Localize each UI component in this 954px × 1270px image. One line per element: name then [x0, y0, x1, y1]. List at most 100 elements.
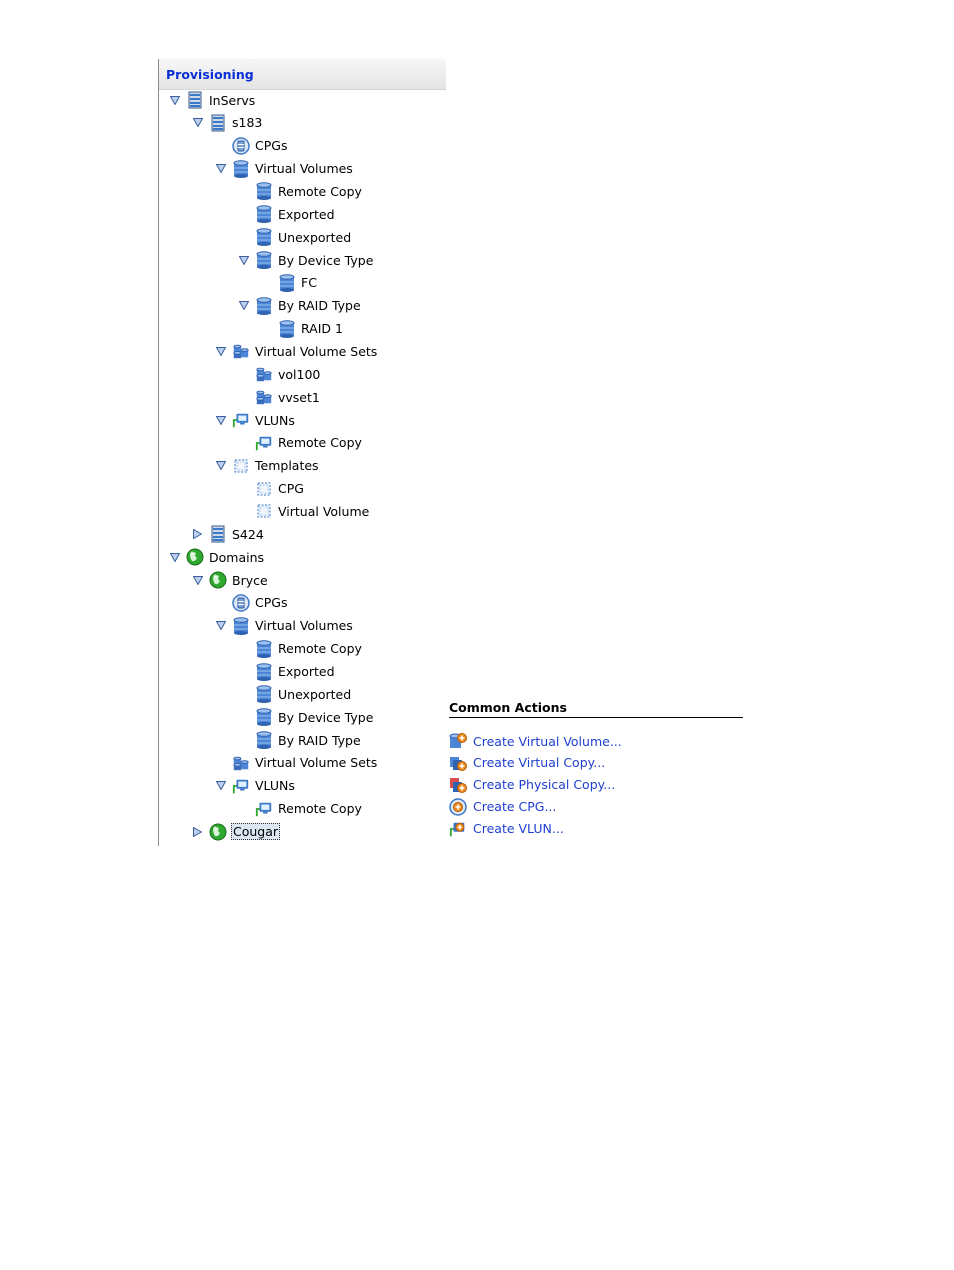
- tree-item-s183[interactable]: s183: [192, 112, 263, 134]
- expanded-triangle-icon[interactable]: [215, 460, 226, 471]
- expander-spacer: [238, 712, 249, 723]
- tree-item-remote-copy[interactable]: Remote Copy: [238, 798, 363, 820]
- tree-item-cpgs[interactable]: CPGs: [215, 135, 288, 157]
- vlun-icon: [232, 411, 250, 429]
- create-vlun-icon: [449, 820, 467, 838]
- tree-item-label: CPGs: [255, 138, 288, 154]
- action-link[interactable]: Create Virtual Volume...: [473, 733, 622, 749]
- expanded-triangle-icon[interactable]: [192, 575, 203, 586]
- expanded-triangle-icon[interactable]: [215, 346, 226, 357]
- tree-item-raid-1[interactable]: RAID 1: [261, 318, 344, 340]
- tree-item-vvset1[interactable]: vvset1: [238, 386, 321, 408]
- action-link[interactable]: Create Physical Copy...: [473, 777, 616, 793]
- domain-icon: [209, 823, 227, 841]
- action-create-virtual-volume[interactable]: Create Virtual Volume...: [449, 731, 623, 751]
- volume-icon: [255, 205, 273, 224]
- tree-item-label: VLUNs: [255, 412, 295, 428]
- tree-item-remote-copy[interactable]: Remote Copy: [238, 638, 363, 660]
- collapsed-triangle-icon[interactable]: [192, 529, 203, 540]
- expander-spacer: [238, 506, 249, 517]
- expander-spacer: [238, 437, 249, 448]
- tree-item-label: Exported: [278, 664, 335, 679]
- volume-icon: [255, 685, 273, 704]
- expanded-triangle-icon[interactable]: [238, 300, 249, 311]
- expander-spacer: [238, 735, 249, 746]
- volume-icon: [255, 297, 273, 315]
- tree-item-label: VLUNs: [255, 778, 295, 794]
- tree-item-label: FC: [301, 275, 317, 291]
- tree-item-exported[interactable]: Exported: [238, 203, 336, 225]
- expander-spacer: [215, 597, 226, 608]
- tree-item-cpg[interactable]: CPG: [238, 478, 305, 500]
- tree-item-virtual-volumes[interactable]: Virtual Volumes: [215, 158, 354, 180]
- vlun-icon: [255, 434, 273, 452]
- tree-item-virtual-volume-sets[interactable]: Virtual Volume Sets: [215, 752, 378, 774]
- tree-item-label: By RAID Type: [278, 732, 361, 748]
- tree-item-label: Unexported: [278, 229, 352, 245]
- volume-icon: [255, 182, 273, 201]
- tree-item-by-device-type[interactable]: By Device Type: [238, 249, 374, 271]
- tree-item-inservs[interactable]: InServs: [169, 89, 256, 111]
- expanded-triangle-icon[interactable]: [215, 163, 226, 174]
- tree-item-cougar[interactable]: Cougar: [192, 821, 281, 843]
- tree-item-label: Virtual Volumes: [255, 161, 353, 177]
- action-create-virtual-copy[interactable]: Create Virtual Copy...: [449, 753, 606, 773]
- tree-item-unexported[interactable]: Unexported: [238, 226, 352, 248]
- tree-item-label: Remote Copy: [278, 641, 362, 657]
- expander-spacer: [238, 186, 249, 197]
- action-create-vlun[interactable]: Create VLUN...: [449, 819, 565, 839]
- vlun-icon: [255, 800, 273, 818]
- expanded-triangle-icon[interactable]: [215, 415, 226, 426]
- tree-item-vluns[interactable]: VLUNs: [215, 409, 296, 431]
- tree-item-vluns[interactable]: VLUNs: [215, 775, 296, 797]
- tree-item-cpgs[interactable]: CPGs: [215, 592, 288, 614]
- tree-item-label: By Device Type: [278, 252, 374, 268]
- tree-item-by-device-type[interactable]: By Device Type: [238, 706, 374, 728]
- volume-icon: [255, 708, 273, 727]
- tree-item-fc[interactable]: FC: [261, 272, 318, 294]
- template-icon: [255, 480, 273, 498]
- action-create-physical-copy[interactable]: Create Physical Copy...: [449, 775, 616, 795]
- expanded-triangle-icon[interactable]: [169, 95, 180, 106]
- tree-item-exported[interactable]: Exported: [238, 661, 336, 683]
- expanded-triangle-icon[interactable]: [215, 780, 226, 791]
- vlun-icon: [232, 777, 250, 795]
- volume-icon: [232, 617, 250, 635]
- tree-item-virtual-volumes[interactable]: Virtual Volumes: [215, 615, 354, 637]
- tree-item-virtual-volume[interactable]: Virtual Volume: [238, 500, 370, 522]
- expanded-triangle-icon[interactable]: [238, 255, 249, 266]
- tree-item-by-raid-type[interactable]: By RAID Type: [238, 295, 362, 317]
- tree-item-label: RAID 1: [301, 321, 343, 337]
- volume-icon: [255, 228, 273, 247]
- panel-header: Provisioning: [159, 59, 446, 90]
- volume-set-icon: [232, 342, 250, 360]
- domain-icon: [186, 548, 204, 566]
- collapsed-triangle-icon[interactable]: [192, 826, 203, 837]
- tree-item-remote-copy[interactable]: Remote Copy: [238, 180, 363, 202]
- tree-item-remote-copy[interactable]: Remote Copy: [238, 432, 363, 454]
- tree-item-domains[interactable]: Domains: [169, 546, 265, 568]
- action-link[interactable]: Create CPG...: [473, 799, 557, 815]
- tree-item-templates[interactable]: Templates: [215, 455, 320, 477]
- action-link[interactable]: Create Virtual Copy...: [473, 755, 606, 771]
- tree-item-virtual-volume-sets[interactable]: Virtual Volume Sets: [215, 340, 378, 362]
- action-link[interactable]: Create VLUN...: [473, 821, 564, 837]
- tree-item-label: Bryce: [232, 572, 268, 588]
- tree-item-bryce[interactable]: Bryce: [192, 569, 269, 591]
- create-cpg-icon: [449, 797, 467, 816]
- tree-item-s424[interactable]: S424: [192, 523, 265, 545]
- tree-item-label: Remote Copy: [278, 183, 362, 199]
- volume-icon: [232, 159, 250, 178]
- expander-spacer: [261, 277, 272, 288]
- action-create-cpg[interactable]: Create CPG...: [449, 797, 557, 817]
- tree-item-vol100[interactable]: vol100: [238, 363, 321, 385]
- tree-item-label: vol100: [278, 366, 321, 382]
- expanded-triangle-icon[interactable]: [169, 552, 180, 563]
- tree-item-label: CPG: [278, 481, 304, 497]
- expanded-triangle-icon[interactable]: [215, 620, 226, 631]
- expander-spacer: [261, 323, 272, 334]
- common-actions-title: Common Actions: [449, 700, 743, 718]
- tree-item-by-raid-type[interactable]: By RAID Type: [238, 729, 362, 751]
- tree-item-unexported[interactable]: Unexported: [238, 683, 352, 705]
- expanded-triangle-icon[interactable]: [192, 117, 203, 128]
